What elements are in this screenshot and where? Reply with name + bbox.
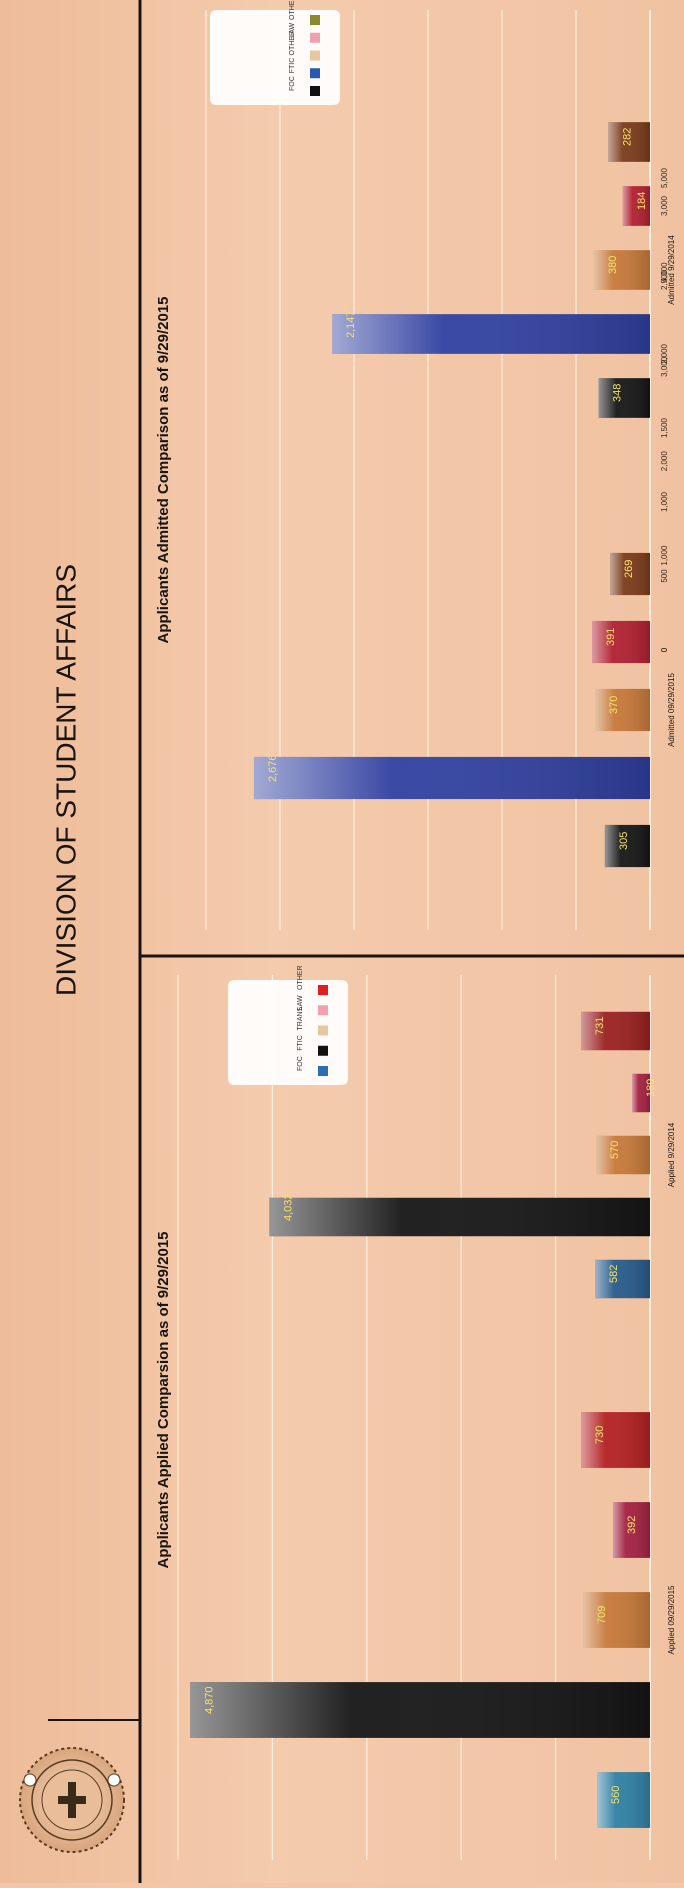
header-title-group: DIVISION OF STUDENT AFFAIRS: [50, 564, 81, 996]
bar-value-label: 391: [605, 628, 617, 646]
bar-highlight: [610, 552, 650, 596]
bar-highlight: [595, 1259, 650, 1299]
bar-highlight: [622, 186, 650, 226]
bar-highlight: [596, 1135, 650, 1175]
y-tick-label: 2,500: [660, 269, 669, 290]
bar-value-label: 269: [623, 560, 635, 578]
bar-value-label: 570: [609, 1141, 621, 1159]
chart-title: Applicants Admitted Comparison as of 9/2…: [155, 296, 172, 643]
legend-swatch: [318, 1005, 328, 1016]
y-tick-label: 1,000: [660, 491, 669, 512]
legend-swatch: [310, 86, 320, 96]
legend-label: FOC: [289, 76, 296, 91]
y-tick-label: 2,000: [660, 343, 669, 364]
bar-highlight: [253, 756, 650, 800]
bar-highlight: [593, 250, 650, 290]
legend-swatch: [310, 15, 320, 25]
bar-value-label: 282: [621, 128, 633, 146]
bar-highlight: [581, 1412, 650, 1468]
legend-swatch: [318, 1066, 328, 1076]
y-tick-label: 1,500: [660, 417, 669, 438]
bar-highlight: [332, 314, 650, 354]
group-axis-label: Applied 09/29/2015: [667, 1585, 676, 1655]
bar-highlight: [598, 378, 650, 418]
bar-value-label: 731: [594, 1017, 606, 1035]
bar-highlight: [612, 1502, 650, 1558]
bar-value-label: 2,147: [345, 310, 357, 338]
legend-swatch: [318, 1025, 328, 1036]
y-tick-label: 4,000: [660, 262, 669, 283]
chart-admitted: 3,000 2,500 2,000 1,500 1,000 500 0 Applicants …: [155, 0, 676, 930]
bar-highlight: [604, 824, 650, 868]
legend-label: FOC: [297, 1056, 304, 1071]
bar-highlight: [595, 688, 650, 732]
bar-highlight: [608, 122, 650, 162]
bar-value-label: 2,676: [267, 754, 279, 782]
legend-swatch: [310, 32, 320, 43]
legend-label: OTHER: [289, 31, 296, 56]
bar-value-label: 4,870: [203, 1686, 215, 1714]
y-tick-label: 0: [660, 647, 669, 652]
legend-label: FTIC: [297, 1035, 304, 1051]
bar-highlight: [583, 1592, 650, 1648]
legend-label: LAW: [297, 995, 304, 1010]
bar-value-label: 730: [594, 1426, 606, 1444]
bar-value-label: 4,032: [282, 1193, 294, 1221]
bar-value-label: 189: [645, 1079, 657, 1097]
legend-swatch: [318, 1045, 328, 1056]
bar-highlight: [580, 1011, 650, 1051]
legend-label: TRANS: [297, 1006, 304, 1030]
y-tick-label: 1,000: [660, 545, 669, 566]
bar-value-label: 370: [608, 696, 620, 714]
chart-title: Applicants Applied Comparsion as of 9/29…: [155, 1231, 172, 1568]
bar-highlight: [632, 1073, 650, 1113]
legend-swatch: [318, 985, 328, 995]
group-axis-label: Admitted 9/29/2014: [667, 235, 676, 305]
legend-label: OTHER: [297, 966, 304, 991]
legend-box: [228, 980, 348, 1085]
bar-highlight: [592, 620, 650, 664]
page-title: DIVISION OF STUDENT AFFAIRS: [50, 564, 81, 996]
bar-value-label: 305: [618, 832, 630, 850]
university-seal-logo: [19, 1747, 125, 1853]
legend-box: [210, 10, 340, 105]
y-tick-label: 0: [660, 647, 669, 652]
legend-label: FTIC: [289, 58, 296, 74]
y-tick-label: 3,000: [660, 356, 669, 377]
legend-swatch: [310, 50, 320, 61]
bar-highlight: [190, 1682, 650, 1738]
bar-highlight: [269, 1197, 650, 1237]
y-tick-label: 3,000: [660, 195, 669, 216]
bar-value-label: 348: [611, 384, 623, 402]
bar-value-label: 560: [610, 1786, 622, 1804]
group-axis-label: Admitted 09/29/2015: [667, 673, 676, 747]
bar-value-label: 709: [596, 1606, 608, 1624]
bar-value-label: 582: [608, 1265, 620, 1283]
legend-label: OTHER TRP: [289, 0, 296, 20]
bar-value-label: 392: [626, 1516, 638, 1534]
bar-value-label: 184: [636, 192, 648, 210]
bar-highlight: [597, 1772, 650, 1828]
bar-value-label: 380: [607, 256, 619, 274]
y-tick-label: 2,000: [660, 451, 669, 472]
legend-swatch: [310, 68, 320, 79]
y-tick-label: 5,000: [660, 167, 669, 188]
group-axis-label: Applied 9/29/2014: [667, 1122, 676, 1187]
legend-label: LAW: [289, 22, 296, 37]
y-tick-label: 500: [660, 569, 669, 583]
